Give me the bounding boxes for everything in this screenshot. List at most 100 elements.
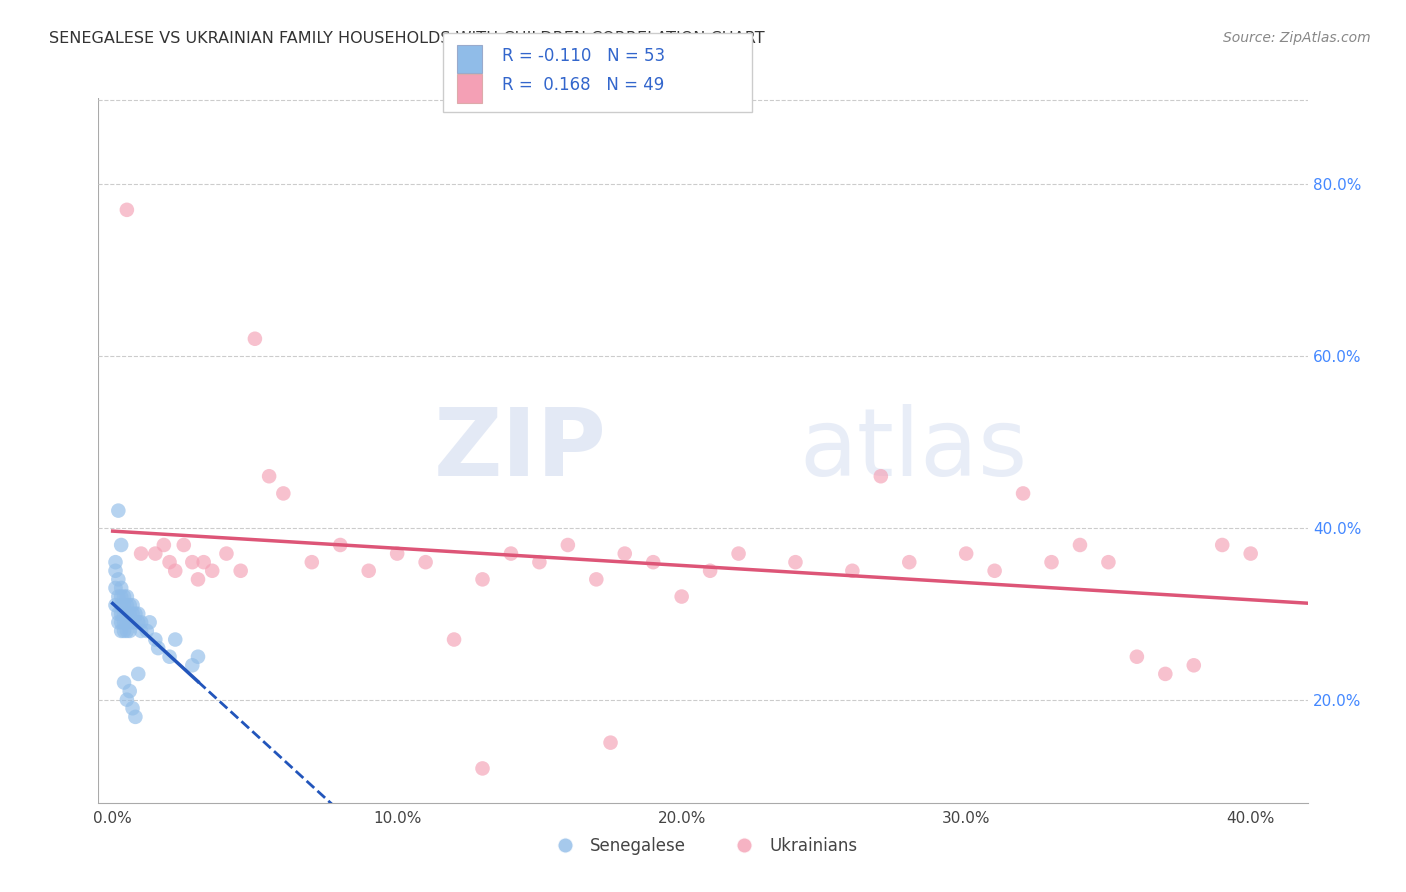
Point	[121, 607, 143, 621]
Point	[115, 615, 138, 630]
Point	[110, 615, 132, 630]
Point	[165, 632, 187, 647]
Point	[727, 547, 749, 561]
Point	[585, 573, 607, 587]
Point	[135, 624, 157, 638]
Point	[1211, 538, 1233, 552]
Point	[118, 607, 141, 621]
Point	[129, 615, 152, 630]
Text: atlas: atlas	[800, 404, 1028, 497]
Point	[124, 607, 146, 621]
Point	[107, 590, 129, 604]
Point	[983, 564, 1005, 578]
Point	[215, 547, 238, 561]
Text: ZIP: ZIP	[433, 404, 606, 497]
Point	[165, 564, 187, 578]
Point	[1012, 486, 1035, 500]
Point	[643, 555, 665, 569]
Point	[118, 624, 141, 638]
Text: R = -0.110   N = 53: R = -0.110 N = 53	[502, 47, 665, 65]
Point	[841, 564, 863, 578]
Point	[443, 632, 465, 647]
Point	[112, 590, 135, 604]
Point	[385, 547, 408, 561]
Point	[104, 581, 127, 595]
Point	[121, 701, 143, 715]
Point	[146, 641, 169, 656]
Point	[153, 538, 176, 552]
Point	[104, 555, 127, 569]
Point	[110, 590, 132, 604]
Point	[121, 598, 143, 612]
Point	[118, 684, 141, 698]
Point	[124, 615, 146, 630]
Point	[173, 538, 195, 552]
Text: SENEGALESE VS UKRAINIAN FAMILY HOUSEHOLDS WITH CHILDREN CORRELATION CHART: SENEGALESE VS UKRAINIAN FAMILY HOUSEHOLD…	[49, 31, 765, 46]
Point	[415, 555, 437, 569]
Point	[124, 710, 146, 724]
Point	[159, 649, 181, 664]
Point	[869, 469, 891, 483]
Point	[1097, 555, 1119, 569]
Point	[110, 607, 132, 621]
Point	[118, 598, 141, 612]
Point	[115, 202, 138, 217]
Point	[112, 598, 135, 612]
Point	[115, 624, 138, 638]
Point	[121, 615, 143, 630]
Point	[127, 615, 149, 630]
Point	[112, 607, 135, 621]
Point	[104, 598, 127, 612]
Point	[1069, 538, 1091, 552]
Text: Source: ZipAtlas.com: Source: ZipAtlas.com	[1223, 31, 1371, 45]
Point	[118, 615, 141, 630]
Point	[273, 486, 295, 500]
Point	[110, 538, 132, 552]
Point	[127, 666, 149, 681]
Point	[104, 564, 127, 578]
Point	[471, 761, 494, 775]
Point	[243, 332, 266, 346]
Point	[110, 581, 132, 595]
Point	[329, 538, 352, 552]
Point	[107, 503, 129, 517]
Point	[107, 573, 129, 587]
Point	[898, 555, 921, 569]
Point	[129, 547, 152, 561]
Point	[613, 547, 636, 561]
Point	[1240, 547, 1263, 561]
Point	[129, 624, 152, 638]
Legend: Senegalese, Ukrainians: Senegalese, Ukrainians	[541, 830, 865, 862]
Point	[529, 555, 551, 569]
Point	[112, 615, 135, 630]
Point	[1040, 555, 1063, 569]
Point	[471, 573, 494, 587]
Point	[107, 607, 129, 621]
Point	[143, 632, 166, 647]
Point	[115, 692, 138, 706]
Point	[499, 547, 522, 561]
Point	[187, 573, 209, 587]
Point	[1182, 658, 1205, 673]
Point	[110, 598, 132, 612]
Point	[229, 564, 252, 578]
Point	[181, 658, 204, 673]
Point	[115, 607, 138, 621]
Point	[115, 590, 138, 604]
Point	[785, 555, 807, 569]
Point	[1126, 649, 1149, 664]
Point	[671, 590, 693, 604]
Point	[257, 469, 280, 483]
Point	[138, 615, 160, 630]
Point	[110, 624, 132, 638]
Point	[1154, 666, 1177, 681]
Text: R =  0.168   N = 49: R = 0.168 N = 49	[502, 77, 664, 95]
Point	[599, 736, 621, 750]
Point	[127, 607, 149, 621]
Point	[193, 555, 215, 569]
Point	[181, 555, 204, 569]
Point	[187, 649, 209, 664]
Point	[699, 564, 721, 578]
Point	[955, 547, 977, 561]
Point	[107, 615, 129, 630]
